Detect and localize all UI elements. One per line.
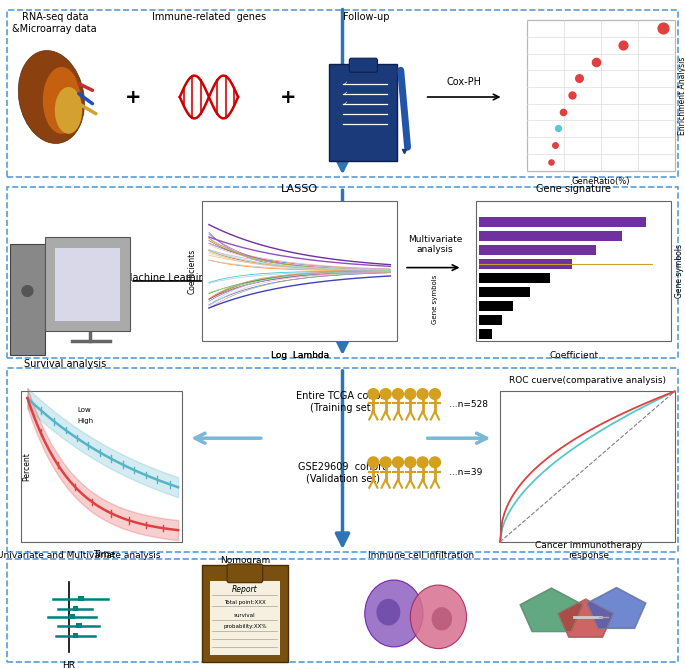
FancyBboxPatch shape bbox=[21, 391, 182, 542]
Text: Follow-up: Follow-up bbox=[343, 12, 390, 22]
Text: Coefficient: Coefficient bbox=[549, 351, 598, 360]
Ellipse shape bbox=[18, 51, 84, 143]
Bar bbox=[76, 623, 82, 628]
Text: Immune-related  genes: Immune-related genes bbox=[152, 12, 266, 22]
Text: Log  Lambda: Log Lambda bbox=[271, 351, 329, 360]
Text: GeneRatio(%): GeneRatio(%) bbox=[572, 177, 630, 186]
Circle shape bbox=[368, 457, 379, 468]
Point bbox=[546, 157, 557, 167]
Bar bbox=[479, 329, 493, 339]
Bar bbox=[479, 301, 513, 311]
Text: Survival analysis: Survival analysis bbox=[24, 359, 106, 369]
Text: Time: Time bbox=[93, 550, 116, 559]
Text: Coefficients: Coefficients bbox=[187, 248, 197, 294]
Text: Low: Low bbox=[77, 407, 91, 413]
Bar bbox=[479, 287, 530, 297]
Text: Cancer immunotherapy
response: Cancer immunotherapy response bbox=[536, 541, 643, 560]
Bar bbox=[479, 245, 597, 255]
FancyBboxPatch shape bbox=[210, 581, 280, 655]
Point bbox=[558, 106, 569, 117]
FancyBboxPatch shape bbox=[45, 237, 130, 331]
Text: RNA-seq data
&Microarray data: RNA-seq data &Microarray data bbox=[12, 12, 97, 33]
Point bbox=[658, 23, 669, 33]
Text: HR: HR bbox=[62, 661, 75, 669]
Text: Gene signature: Gene signature bbox=[536, 184, 611, 194]
Circle shape bbox=[368, 389, 379, 399]
Text: probability:XX%: probability:XX% bbox=[223, 624, 266, 630]
Text: Univariate and Multivariate analysis: Univariate and Multivariate analysis bbox=[0, 551, 160, 560]
Bar bbox=[479, 231, 622, 241]
Text: Gene symbols: Gene symbols bbox=[675, 244, 684, 298]
Ellipse shape bbox=[432, 607, 452, 630]
Text: ROC cuerve(comparative analysis): ROC cuerve(comparative analysis) bbox=[509, 376, 666, 385]
Bar bbox=[479, 273, 550, 283]
Text: Immune cell infiltration: Immune cell infiltration bbox=[369, 551, 474, 560]
FancyBboxPatch shape bbox=[476, 201, 671, 341]
Point bbox=[549, 140, 560, 151]
FancyBboxPatch shape bbox=[227, 564, 262, 583]
Bar bbox=[69, 614, 75, 619]
Text: Cox-PH: Cox-PH bbox=[447, 77, 482, 87]
Circle shape bbox=[380, 389, 391, 399]
FancyBboxPatch shape bbox=[202, 201, 397, 341]
FancyBboxPatch shape bbox=[10, 244, 45, 355]
Point bbox=[573, 73, 584, 84]
FancyBboxPatch shape bbox=[202, 565, 288, 662]
FancyBboxPatch shape bbox=[329, 64, 397, 161]
Ellipse shape bbox=[55, 87, 82, 134]
FancyBboxPatch shape bbox=[527, 20, 675, 171]
Text: Total point:XXX: Total point:XXX bbox=[224, 599, 266, 605]
Circle shape bbox=[405, 389, 416, 399]
Point bbox=[553, 123, 564, 134]
Text: +: + bbox=[125, 88, 142, 106]
Text: Entire TCGA cohort
(Training set): Entire TCGA cohort (Training set) bbox=[297, 391, 388, 413]
FancyBboxPatch shape bbox=[349, 58, 377, 72]
Text: Gene symbols: Gene symbols bbox=[432, 274, 438, 324]
Ellipse shape bbox=[410, 585, 466, 649]
Text: Report: Report bbox=[232, 585, 258, 594]
Text: Machine Learning: Machine Learning bbox=[125, 273, 211, 282]
Circle shape bbox=[393, 457, 403, 468]
Text: LASSO: LASSO bbox=[281, 184, 319, 194]
Circle shape bbox=[429, 457, 440, 468]
Text: High: High bbox=[77, 419, 94, 424]
Text: Percent: Percent bbox=[23, 452, 32, 481]
Text: ✓: ✓ bbox=[342, 91, 348, 96]
FancyBboxPatch shape bbox=[500, 391, 675, 542]
FancyBboxPatch shape bbox=[55, 248, 120, 321]
Bar bbox=[73, 606, 78, 611]
Text: Nomogram: Nomogram bbox=[220, 557, 270, 565]
Bar bbox=[479, 259, 572, 269]
Bar bbox=[479, 217, 647, 227]
Circle shape bbox=[380, 457, 391, 468]
Circle shape bbox=[417, 457, 428, 468]
Text: ...n=528: ...n=528 bbox=[449, 400, 488, 409]
Circle shape bbox=[429, 389, 440, 399]
Ellipse shape bbox=[42, 67, 81, 134]
Bar bbox=[73, 633, 78, 638]
Ellipse shape bbox=[364, 580, 423, 647]
Point bbox=[618, 40, 629, 51]
Bar bbox=[78, 596, 84, 601]
Point bbox=[566, 90, 577, 100]
Circle shape bbox=[393, 389, 403, 399]
Point bbox=[590, 56, 601, 67]
Text: ✓: ✓ bbox=[342, 101, 348, 106]
Circle shape bbox=[405, 457, 416, 468]
Polygon shape bbox=[558, 599, 613, 637]
Text: +: + bbox=[279, 88, 296, 106]
Text: ✓: ✓ bbox=[342, 81, 348, 86]
Ellipse shape bbox=[376, 599, 400, 626]
Polygon shape bbox=[520, 588, 583, 632]
Text: Multivariate
analysis: Multivariate analysis bbox=[408, 235, 462, 254]
Text: Enrichment Analysis: Enrichment Analysis bbox=[678, 56, 685, 134]
Text: survival: survival bbox=[234, 613, 256, 618]
Text: Log  Lambda: Log Lambda bbox=[271, 351, 329, 360]
Circle shape bbox=[22, 286, 33, 296]
Text: ...n=39: ...n=39 bbox=[449, 468, 482, 478]
Text: GSE29609  cohort
(Validation set): GSE29609 cohort (Validation set) bbox=[299, 462, 386, 483]
Bar bbox=[479, 315, 501, 325]
Polygon shape bbox=[587, 587, 646, 628]
Circle shape bbox=[417, 389, 428, 399]
